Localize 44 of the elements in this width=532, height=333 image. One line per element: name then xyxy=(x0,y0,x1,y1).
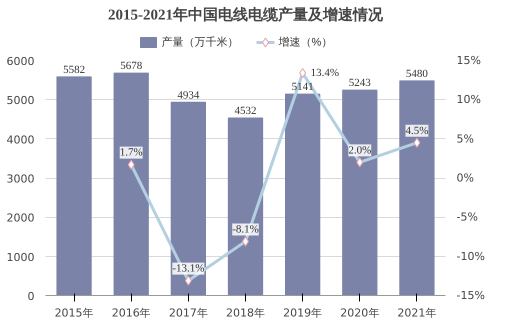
y-tick-label: 2000 xyxy=(6,212,35,225)
x-tick-label: 2020年 xyxy=(340,306,380,320)
x-tick-label: 2017年 xyxy=(168,306,208,320)
x-tick-label: 2019年 xyxy=(283,306,322,320)
y2-tick-label: -5% xyxy=(456,210,478,224)
data-label: 1.7% xyxy=(120,146,143,159)
y2-tick-label: 0% xyxy=(456,172,474,184)
legend-label: 增速（%） xyxy=(278,36,332,48)
y2-tick-label: 5% xyxy=(456,132,474,146)
y-tick-label: 0 xyxy=(28,290,34,303)
bar xyxy=(285,94,320,296)
data-label: 2.0% xyxy=(348,144,372,156)
chart-title: 2015-2021年中国电线电缆产量及增速情况 xyxy=(108,6,384,24)
data-label: 5480 xyxy=(406,68,428,80)
bar xyxy=(342,90,378,296)
bar xyxy=(56,76,92,296)
bar xyxy=(228,117,264,296)
x-tick-label: 2015年 xyxy=(54,306,94,320)
y2-tick-label: 10% xyxy=(456,93,481,106)
y-tick-label: 5000 xyxy=(6,94,35,108)
data-label: 4.5% xyxy=(405,124,428,137)
y2-tick-label: 15% xyxy=(456,54,481,67)
y2-tick-label: -10% xyxy=(456,250,485,263)
y-tick-label: 4000 xyxy=(6,133,35,146)
data-label: 5243 xyxy=(348,77,372,90)
x-tick-label: 2018年 xyxy=(226,306,266,320)
data-label: 5678 xyxy=(120,60,143,72)
y-tick-label: 1000 xyxy=(6,250,35,264)
data-label: 5141 xyxy=(292,81,314,94)
data-label: -8.1% xyxy=(232,223,259,236)
bar xyxy=(399,80,435,296)
data-label: 4934 xyxy=(177,89,200,102)
bar xyxy=(170,102,206,296)
legend-label: 产量（万千米） xyxy=(162,36,238,48)
x-tick-label: 2016年 xyxy=(112,306,151,320)
data-label: 5582 xyxy=(63,64,86,76)
data-label: -13.1% xyxy=(172,262,204,275)
y2-tick-label: -15% xyxy=(456,289,485,302)
y-tick-label: 3000 xyxy=(6,172,35,186)
bar xyxy=(114,72,149,296)
y-tick-label: 6000 xyxy=(6,55,35,68)
x-tick-label: 2021年 xyxy=(397,306,436,320)
data-label: 4532 xyxy=(234,104,256,117)
data-label: 13.4% xyxy=(310,67,340,80)
